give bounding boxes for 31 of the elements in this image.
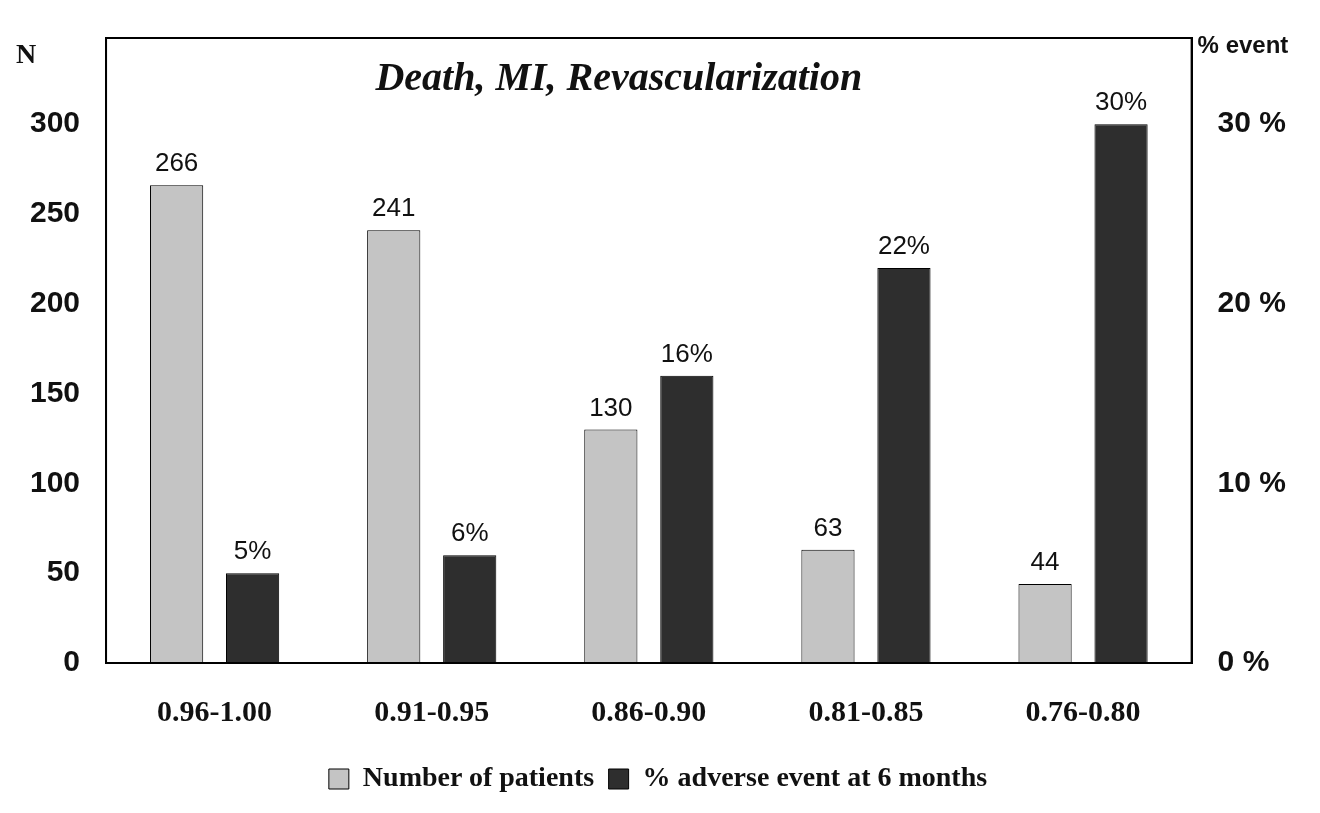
data-label: 63	[813, 512, 843, 543]
data-label: 241	[372, 192, 416, 223]
chart-title: Death, MI, Revascularization	[374, 54, 863, 100]
y2-tick-label: 10 %	[1217, 464, 1287, 498]
y-tick-label: 150	[29, 374, 81, 408]
x-tick-label: 0.76-0.80	[1025, 693, 1141, 727]
y-tick-label: 250	[29, 195, 81, 229]
data-label: 130	[589, 391, 633, 422]
x-tick-label: 0.81-0.85	[808, 693, 924, 727]
y2-tick-label: 0 %	[1217, 644, 1270, 678]
x-tick-label: 0.86-0.90	[591, 693, 707, 727]
legend-label: % adverse event at 6 months	[642, 761, 988, 793]
data-label: 30%	[1095, 86, 1148, 117]
y-tick-label: 300	[29, 105, 81, 139]
y-axis-title: N	[15, 38, 37, 70]
y-tick-label: 50	[46, 554, 81, 588]
data-label: 44	[1030, 546, 1060, 577]
data-label: 266	[154, 147, 199, 178]
data-label: 6%	[450, 517, 489, 548]
y-tick-label: 100	[29, 464, 81, 498]
legend-label: Number of patients	[362, 761, 595, 793]
x-tick-label: 0.91-0.95	[374, 693, 490, 727]
y-tick-label: 200	[29, 285, 81, 319]
data-label: 22%	[877, 230, 930, 261]
x-tick-label: 0.96-1.00	[157, 693, 273, 727]
y2-tick-label: 30 %	[1217, 105, 1287, 139]
y2-axis-title: % event	[1197, 30, 1289, 58]
y-tick-label: 0	[63, 644, 81, 678]
y2-tick-label: 20 %	[1217, 285, 1287, 319]
data-label: 5%	[233, 535, 272, 566]
data-label: 16%	[660, 337, 713, 368]
